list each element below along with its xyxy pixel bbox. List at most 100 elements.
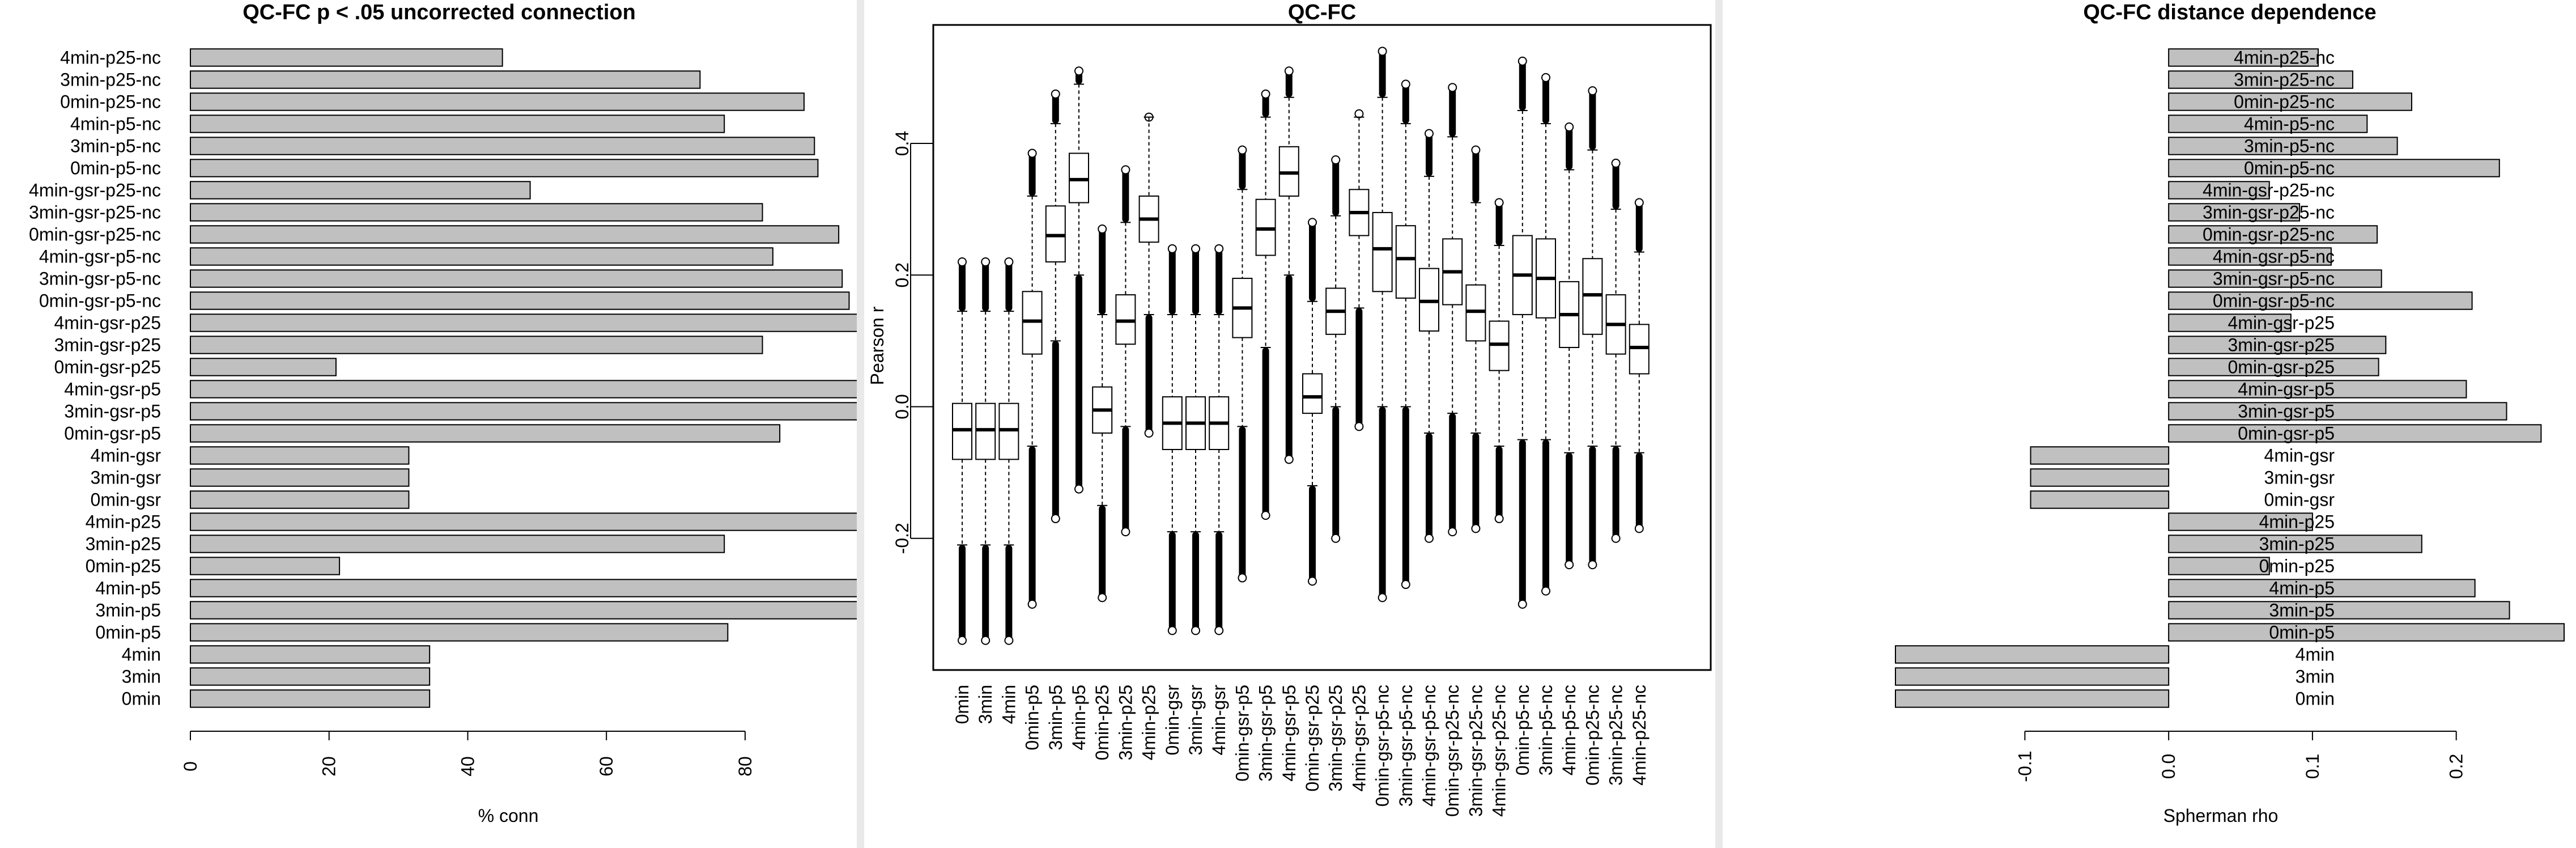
category-label: 0min-gsr-p5-nc [2213,291,2335,311]
box-4min-p25-nc [1629,198,1650,533]
x-tick-label: -0.1 [2014,751,2035,782]
box-4min-gsr-p5-nc [1419,129,1439,543]
outliers-high [1239,150,1246,190]
x-tick-label: 0.0 [2158,754,2179,779]
outlier-min [1308,576,1317,586]
bar-4min-gsr-p25-nc [190,181,531,200]
category-label: 3min-gsr-p5 [64,401,161,422]
outliers-low [1309,485,1316,582]
box-0min-gsr-p25-nc [1442,83,1463,537]
outliers-high [982,262,989,312]
bar-0min-gsr-p25 [2168,358,2379,376]
bar-4min-gsr-p5-nc [2168,247,2332,266]
category-label: 4min-p25 [2259,512,2335,532]
bar-4min [190,645,431,664]
bar-4min-p25-nc [190,48,503,67]
category-label: 3min-p5 [1045,685,1066,751]
outliers-low [1122,426,1129,532]
box-0min-gsr [1162,244,1183,635]
bar-4min-gsr-p5 [190,380,857,398]
box-iqr [1395,225,1416,299]
category-label: 3min-p5-nc [70,136,161,156]
outliers-high [1309,222,1316,302]
category-label: 4min-gsr-p5 [64,379,161,400]
outlier-min [1425,533,1434,543]
box-3min-gsr-p25 [1325,155,1346,543]
outliers-low [1076,275,1082,489]
bar-4min-p25 [190,512,857,531]
box-4min-gsr [1209,244,1230,635]
outlier-min [1541,586,1550,596]
category-label: 3min-p5 [2269,600,2335,621]
category-label: 4min-gsr [91,446,161,466]
outlier-max [1611,158,1621,168]
outliers-high [1426,133,1432,177]
outliers-high [959,262,966,312]
bar-0min-p5-nc [2168,159,2500,177]
outlier-max [1074,66,1083,76]
outliers-low [1332,406,1340,539]
box-4min-gsr-p5 [1278,66,1299,464]
bar-4min-p25 [2168,512,2313,531]
x-axis-title: % conn [478,805,539,826]
bar-0min [1895,689,2170,708]
qcfc-percent-chart: QC-FC p < .05 uncorrected connection 0mi… [29,1,857,826]
category-label: 4min-gsr-p5-nc [39,247,161,267]
box-3min-p5 [1045,89,1066,523]
bar-0min-gsr-p5-nc [190,291,850,310]
category-label: 3min-p5-nc [1536,685,1556,775]
bar-0min-gsr [190,490,410,509]
outlier-min [1588,560,1597,570]
category-label: 4min-p5 [2269,578,2335,599]
outlier-min [1167,626,1177,635]
category-label: 3min-p25 [86,534,161,554]
outliers-low [982,545,989,641]
category-label: 3min-p25-nc [60,70,161,90]
outliers-high [1495,202,1503,246]
category-label: 0min-gsr-p5 [2238,423,2335,444]
outlier-min [1074,484,1083,494]
outlier-min [1378,593,1387,603]
left-chart-panel: QC-FC p < .05 uncorrected connection 0mi… [0,0,857,848]
outlier-max [1634,198,1644,207]
bar-3min-gsr-p5 [2168,402,2507,421]
category-label: 0min [952,685,972,724]
category-label: 0min-gsr [2264,490,2335,510]
outlier-min [1448,527,1457,537]
category-label: 4min [2296,645,2335,665]
outlier-max [1308,218,1317,227]
outlier-max [1541,73,1550,82]
outliers-low [1566,452,1573,565]
outliers-low [1612,446,1619,539]
box-0min-p5-nc [1512,56,1533,609]
category-label: 0min-p25-nc [60,92,161,112]
outliers-high [1449,87,1456,137]
outlier-min [1098,593,1107,603]
category-label: 4min-p5-nc [1559,685,1579,775]
category-label: 3min-gsr-p5-nc [1396,685,1416,807]
bar-4min-gsr-p5 [2168,380,2467,398]
outliers-low [1099,505,1106,598]
outlier-max [1027,149,1037,158]
outliers-low [1635,452,1643,529]
outliers-low [1589,446,1596,565]
bar-3min [1895,667,2170,686]
outliers-low [1262,347,1269,516]
category-label: 0min-gsr-p5 [1232,685,1252,782]
category-label: 0min-p25 [2259,556,2335,576]
x-tick-label: 0.2 [2446,754,2467,779]
box-0min-gsr-p5 [1232,145,1253,583]
bar-0min-p25-nc [190,92,805,111]
outlier-max [1051,89,1060,99]
x-tick-label: 0.1 [2302,754,2323,779]
box-0min [952,257,972,645]
category-label: 0min-gsr-p25 [54,357,161,378]
bar-0min-p25 [190,557,341,575]
box-0min-gsr-p5-nc [1372,46,1393,603]
outliers-high [1612,163,1619,210]
outlier-min [1121,527,1130,537]
outlier-min [1634,524,1644,533]
bar-4min-p5 [190,579,857,597]
outliers-high [1122,169,1129,223]
bar-3min-gsr-p25-nc [190,203,763,222]
